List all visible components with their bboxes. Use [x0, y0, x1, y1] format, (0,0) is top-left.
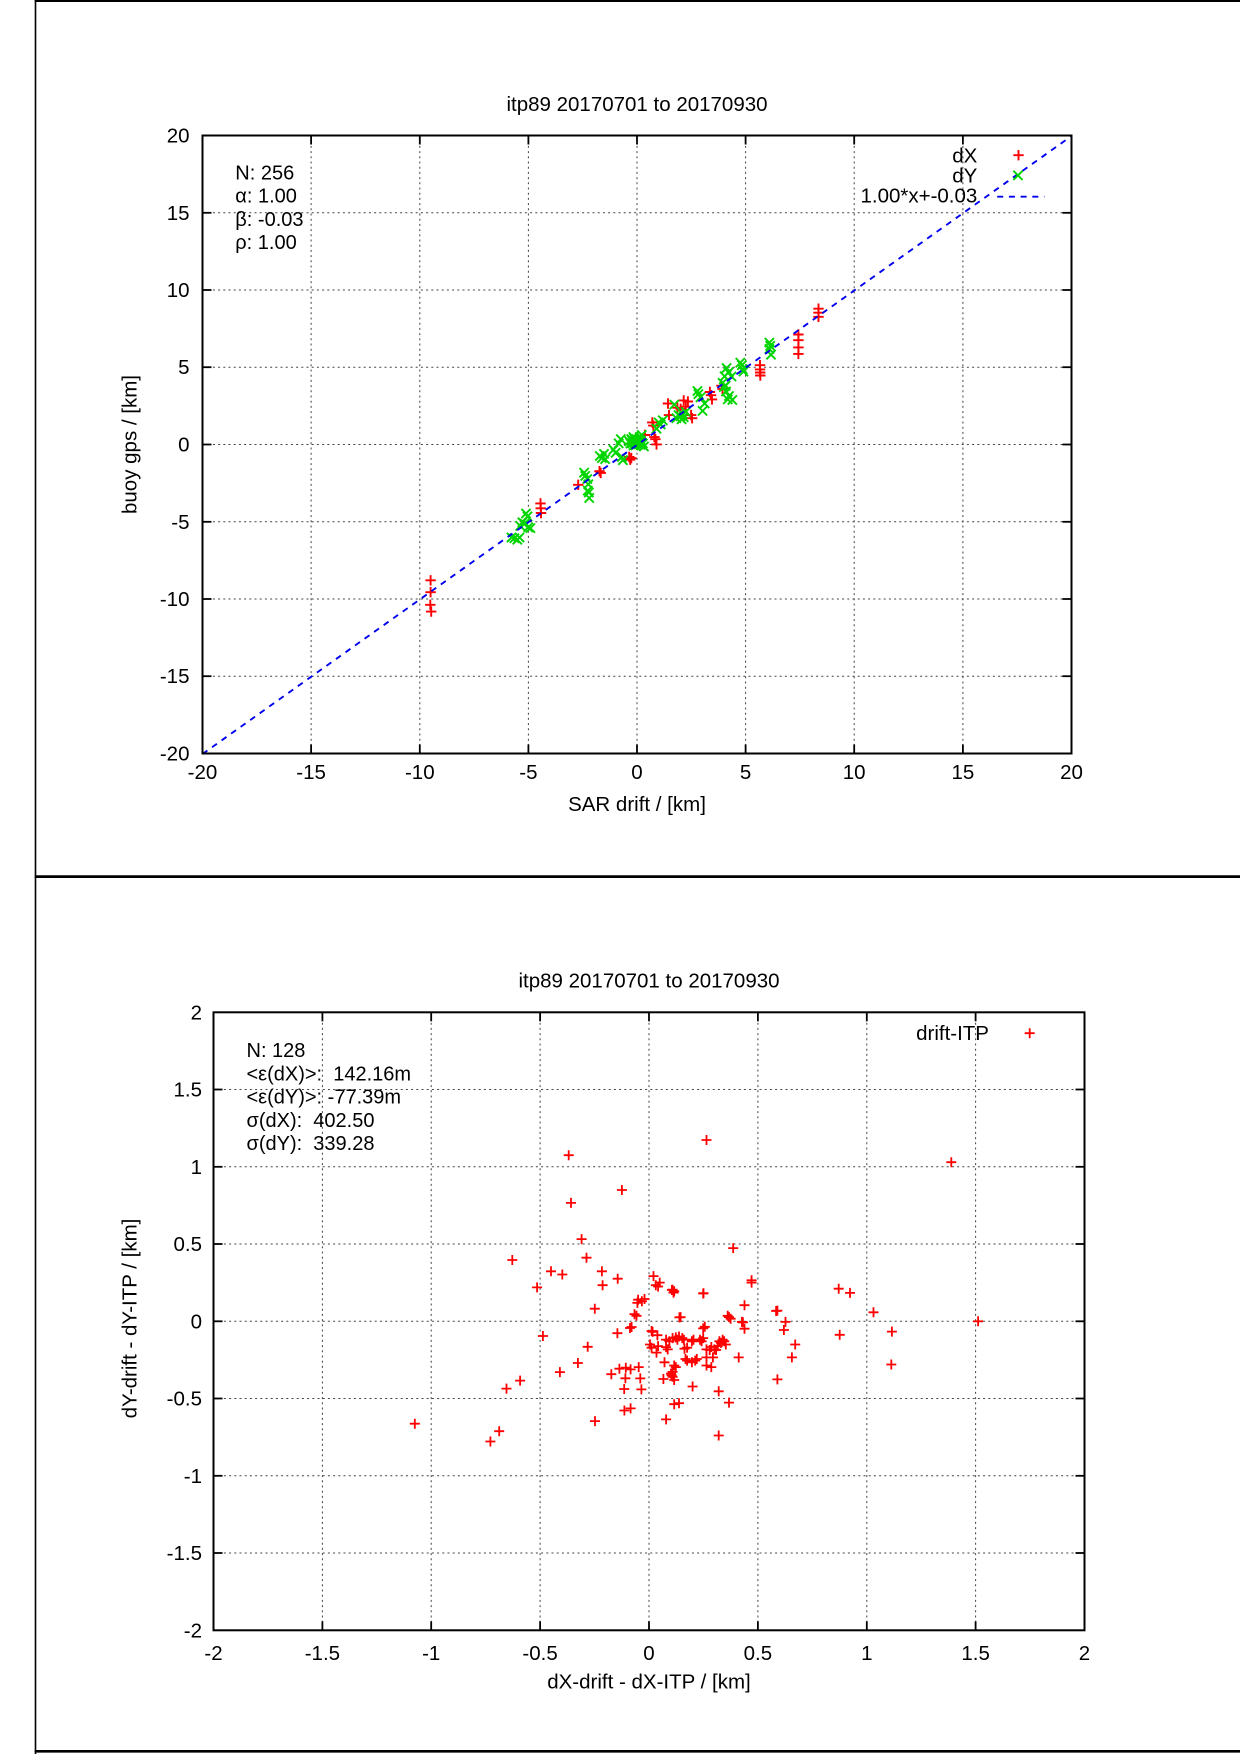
- svg-text:β: -0.03: β: -0.03: [235, 209, 303, 231]
- svg-text:<ε(dY)>: -77.39m: <ε(dY)>: -77.39m: [247, 1087, 402, 1109]
- svg-text:10: 10: [843, 761, 866, 784]
- svg-text:ρ: 1.00: ρ: 1.00: [235, 232, 296, 254]
- svg-text:buoy gps / [km]: buoy gps / [km]: [119, 375, 142, 514]
- svg-text:0: 0: [178, 434, 189, 457]
- svg-text:-5: -5: [519, 761, 537, 784]
- svg-text:dY-drift - dY-ITP / [km]: dY-drift - dY-ITP / [km]: [119, 1219, 142, 1419]
- svg-text:20: 20: [167, 125, 190, 148]
- svg-text:-0.5: -0.5: [167, 1388, 202, 1411]
- svg-text:-10: -10: [405, 761, 435, 784]
- svg-text:α: 1.00: α: 1.00: [235, 186, 297, 208]
- svg-text:-0.5: -0.5: [522, 1642, 557, 1665]
- svg-text:10: 10: [167, 279, 190, 302]
- svg-text:2: 2: [1079, 1642, 1090, 1665]
- svg-text:dX: dX: [952, 144, 977, 167]
- svg-text:-20: -20: [188, 761, 218, 784]
- svg-text:-1.5: -1.5: [305, 1642, 340, 1665]
- svg-text:0: 0: [631, 761, 642, 784]
- svg-text:drift-ITP: drift-ITP: [916, 1022, 989, 1045]
- svg-text:σ(dX): 402.50: σ(dX): 402.50: [247, 1110, 375, 1132]
- svg-text:-1: -1: [184, 1465, 202, 1488]
- svg-text:-1: -1: [422, 1642, 440, 1665]
- svg-text:σ(dY): 339.28: σ(dY): 339.28: [247, 1133, 375, 1155]
- svg-text:-2: -2: [184, 1619, 202, 1642]
- svg-text:-10: -10: [160, 588, 190, 611]
- svg-text:-15: -15: [296, 761, 326, 784]
- svg-text:0: 0: [191, 1310, 202, 1333]
- svg-text:itp89 20170701 to 20170930: itp89 20170701 to 20170930: [506, 93, 767, 116]
- svg-text:5: 5: [178, 356, 189, 379]
- svg-text:-15: -15: [160, 665, 190, 688]
- svg-text:itp89 20170701 to 20170930: itp89 20170701 to 20170930: [518, 970, 779, 993]
- svg-text:1.5: 1.5: [961, 1642, 990, 1665]
- svg-text:1: 1: [861, 1642, 872, 1665]
- svg-text:-5: -5: [171, 511, 189, 534]
- svg-text:-20: -20: [160, 743, 190, 766]
- svg-text:N: 256: N: 256: [235, 162, 294, 184]
- svg-text:-1.5: -1.5: [167, 1542, 202, 1565]
- svg-text:15: 15: [951, 761, 974, 784]
- svg-text:1.00*x+-0.03: 1.00*x+-0.03: [860, 185, 977, 208]
- svg-text:0.5: 0.5: [174, 1233, 203, 1256]
- svg-text:1.5: 1.5: [174, 1079, 203, 1102]
- svg-text:15: 15: [167, 202, 190, 225]
- svg-text:-2: -2: [204, 1642, 222, 1665]
- svg-text:1: 1: [191, 1156, 202, 1179]
- svg-text:dX-drift - dX-ITP / [km]: dX-drift - dX-ITP / [km]: [547, 1671, 751, 1694]
- svg-text:0: 0: [643, 1642, 654, 1665]
- svg-text:SAR drift / [km]: SAR drift / [km]: [568, 793, 706, 816]
- svg-text:2: 2: [191, 1001, 202, 1024]
- svg-text:<ε(dX)>: 142.16m: <ε(dX)>: 142.16m: [247, 1063, 412, 1085]
- svg-text:20: 20: [1060, 761, 1083, 784]
- svg-text:dY: dY: [952, 165, 977, 188]
- svg-text:N: 128: N: 128: [247, 1040, 306, 1062]
- svg-text:5: 5: [740, 761, 751, 784]
- svg-text:0.5: 0.5: [744, 1642, 773, 1665]
